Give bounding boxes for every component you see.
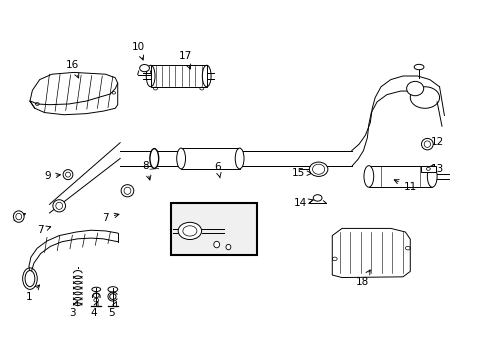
Polygon shape [30,72,118,105]
Bar [420,166,435,172]
Text: 18: 18 [355,270,369,287]
Ellipse shape [409,87,439,108]
Ellipse shape [313,195,322,201]
Text: 11: 11 [393,180,416,192]
Text: 2: 2 [12,213,25,222]
Ellipse shape [63,170,73,180]
Ellipse shape [225,244,230,250]
Text: 14: 14 [293,198,312,208]
Ellipse shape [413,64,423,70]
Ellipse shape [150,149,158,168]
Ellipse shape [140,64,149,72]
Text: 12: 12 [424,138,443,147]
Ellipse shape [309,162,327,176]
Text: 3: 3 [69,301,78,318]
Text: 7: 7 [102,213,119,222]
Text: 6: 6 [214,162,221,178]
Text: 4: 4 [90,302,98,318]
Ellipse shape [121,185,134,197]
Text: 17: 17 [178,51,191,69]
Ellipse shape [178,222,201,239]
Ellipse shape [427,166,436,187]
Bar [171,203,256,255]
Text: 10: 10 [131,42,144,60]
Ellipse shape [25,271,35,287]
Text: 5: 5 [108,302,117,318]
Bar [150,65,206,87]
Ellipse shape [53,200,65,212]
Ellipse shape [176,148,185,169]
Text: 13: 13 [424,164,443,174]
Text: 15: 15 [291,168,311,178]
Bar [368,166,431,187]
Ellipse shape [13,211,24,222]
Ellipse shape [421,138,432,150]
Ellipse shape [213,241,219,248]
Text: 8: 8 [142,161,151,180]
Ellipse shape [363,166,373,187]
Ellipse shape [235,148,244,169]
Ellipse shape [406,81,423,96]
Bar [181,148,239,169]
Text: 9: 9 [44,171,60,181]
Text: 16: 16 [66,60,80,78]
Text: 7: 7 [37,225,51,235]
Text: 1: 1 [25,285,40,302]
Polygon shape [331,228,409,278]
